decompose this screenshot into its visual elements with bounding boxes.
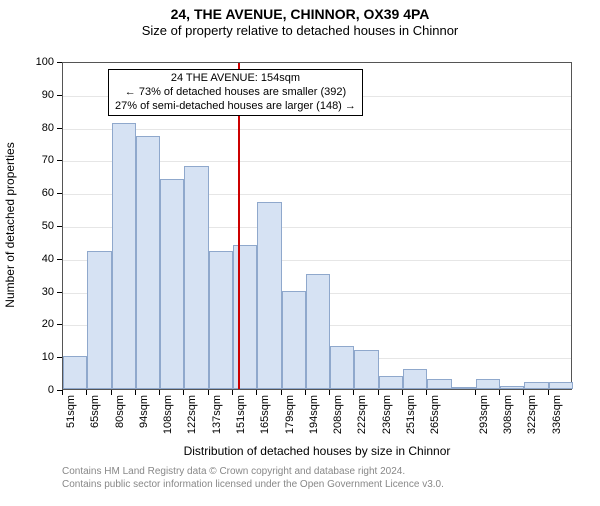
y-tick-label: 90 (28, 89, 54, 101)
y-tick-label: 0 (28, 384, 54, 396)
y-tick-label: 10 (28, 351, 54, 363)
x-tick-label: 236sqm (381, 395, 393, 434)
x-tick-label: 151sqm (235, 395, 247, 434)
histogram-bar (354, 350, 378, 389)
y-tick-label: 20 (28, 318, 54, 330)
histogram-bar (500, 386, 524, 389)
histogram-bar (549, 382, 573, 389)
footer-line1: Contains HM Land Registry data © Crown c… (62, 466, 444, 479)
y-tick-label: 80 (28, 122, 54, 134)
histogram-bar (209, 251, 233, 389)
histogram-bar (112, 123, 136, 389)
chart-title: 24, THE AVENUE, CHINNOR, OX39 4PA (0, 6, 600, 22)
x-tick-label: 308sqm (502, 395, 514, 434)
histogram-bar (403, 369, 427, 389)
annotation-line2: ← 73% of detached houses are smaller (39… (115, 86, 356, 100)
plot-area: 24 THE AVENUE: 154sqm ← 73% of detached … (62, 62, 572, 390)
footer-line2: Contains public sector information licen… (62, 479, 444, 492)
x-tick-label: 222sqm (356, 395, 368, 434)
x-tick-label: 165sqm (259, 395, 271, 434)
annotation-line1: 24 THE AVENUE: 154sqm (115, 72, 356, 86)
histogram-bar (233, 245, 257, 389)
histogram-bar (184, 166, 208, 389)
x-tick-label: 322sqm (526, 395, 538, 434)
y-tick-label: 60 (28, 187, 54, 199)
x-tick-label: 179sqm (284, 395, 296, 434)
x-tick-label: 137sqm (211, 395, 223, 434)
y-tick-label: 70 (28, 154, 54, 166)
x-tick-label: 293sqm (478, 395, 490, 434)
x-tick-label: 94sqm (138, 395, 150, 428)
histogram-bar (63, 356, 87, 389)
histogram-bar (379, 376, 403, 389)
x-tick-label: 265sqm (429, 395, 441, 434)
chart-subtitle: Size of property relative to detached ho… (0, 23, 600, 38)
x-tick-label: 208sqm (332, 395, 344, 434)
histogram-bar (330, 346, 354, 389)
histogram-bar (306, 274, 330, 389)
histogram-bar (87, 251, 111, 389)
histogram-bar (427, 379, 451, 389)
x-tick-label: 251sqm (405, 395, 417, 434)
histogram-bar (136, 136, 160, 389)
x-tick-label: 80sqm (114, 395, 126, 428)
x-tick-label: 194sqm (308, 395, 320, 434)
histogram-bar (524, 382, 548, 389)
histogram-bar (257, 202, 281, 389)
y-tick-label: 40 (28, 253, 54, 265)
x-tick-label: 122sqm (186, 395, 198, 434)
x-tick-label: 51sqm (65, 395, 77, 428)
histogram-bar (160, 179, 184, 389)
annotation-box: 24 THE AVENUE: 154sqm ← 73% of detached … (108, 69, 363, 116)
y-axis-label: Number of detached properties (3, 61, 17, 389)
y-tick-label: 100 (28, 56, 54, 68)
histogram-bar (282, 291, 306, 389)
y-tick-label: 30 (28, 286, 54, 298)
x-tick-label: 108sqm (162, 395, 174, 434)
y-tick-label: 50 (28, 220, 54, 232)
histogram-bar (476, 379, 500, 389)
x-tick-label: 336sqm (551, 395, 563, 434)
histogram-bar (452, 387, 476, 389)
annotation-line3: 27% of semi-detached houses are larger (… (115, 100, 356, 114)
x-axis-label: Distribution of detached houses by size … (62, 444, 572, 458)
footer: Contains HM Land Registry data © Crown c… (62, 466, 444, 491)
x-tick-label: 65sqm (89, 395, 101, 428)
